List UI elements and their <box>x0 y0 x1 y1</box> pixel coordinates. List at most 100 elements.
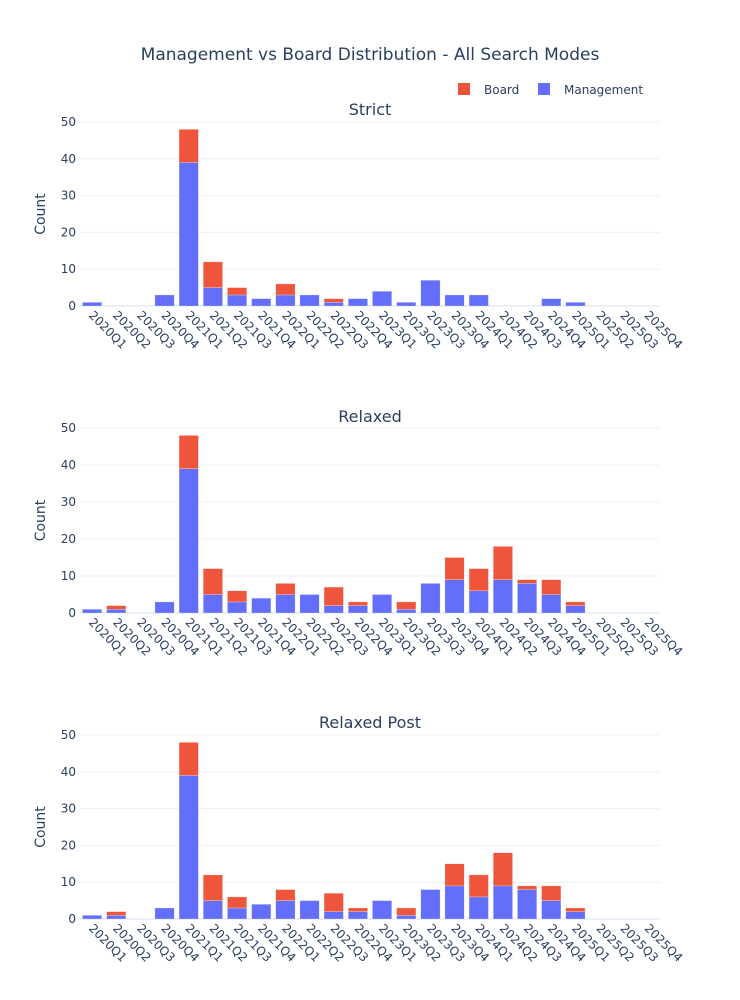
bar-board-2024Q2[interactable] <box>493 852 513 887</box>
bar-management-2021Q2[interactable] <box>203 900 223 920</box>
bar-management-2023Q2[interactable] <box>396 609 417 614</box>
bar-board-2022Q3[interactable] <box>323 298 344 303</box>
bar-board-2023Q2[interactable] <box>396 601 417 610</box>
bar-board-2025Q1[interactable] <box>565 907 586 912</box>
bar-management-2023Q2[interactable] <box>396 915 417 920</box>
y-tick-label: 50 <box>61 421 76 435</box>
bar-board-2021Q1[interactable] <box>178 129 199 163</box>
bar-management-2020Q2[interactable] <box>106 609 127 614</box>
bar-board-2021Q3[interactable] <box>227 287 248 296</box>
bar-management-2022Q2[interactable] <box>299 294 320 307</box>
bar-management-2024Q1[interactable] <box>468 294 489 307</box>
bar-board-2021Q2[interactable] <box>203 874 223 901</box>
bar-board-2024Q4[interactable] <box>541 579 562 595</box>
bar-management-2021Q2[interactable] <box>203 594 223 614</box>
bar-board-2021Q2[interactable] <box>203 261 223 288</box>
bar-management-2022Q1[interactable] <box>275 594 296 614</box>
bar-board-2024Q1[interactable] <box>468 874 489 898</box>
legend-item-management[interactable]: Management <box>538 83 643 97</box>
bar-board-2020Q2[interactable] <box>106 605 127 610</box>
bar-management-2024Q3[interactable] <box>517 583 538 614</box>
y-tick-label: 40 <box>61 458 76 472</box>
bar-management-2023Q3[interactable] <box>420 279 441 307</box>
bar-management-2024Q3[interactable] <box>517 889 538 920</box>
bar-management-2024Q1[interactable] <box>468 590 489 614</box>
bar-management-2023Q3[interactable] <box>420 889 441 920</box>
bar-board-2022Q4[interactable] <box>348 601 368 606</box>
bar-management-2020Q1[interactable] <box>82 915 102 920</box>
legend[interactable]: Board Management <box>458 83 643 97</box>
bar-management-2022Q2[interactable] <box>299 594 320 614</box>
y-axis-title: Count <box>33 193 49 235</box>
bar-management-2022Q3[interactable] <box>323 605 344 614</box>
bar-board-2022Q3[interactable] <box>323 586 344 606</box>
bar-board-2021Q1[interactable] <box>178 742 199 776</box>
bar-management-2024Q4[interactable] <box>541 900 562 920</box>
bar-management-2020Q2[interactable] <box>106 915 127 920</box>
bar-board-2024Q1[interactable] <box>468 568 489 592</box>
bar-management-2022Q3[interactable] <box>323 302 344 307</box>
bar-board-2025Q1[interactable] <box>565 601 586 606</box>
bar-management-2021Q4[interactable] <box>251 904 272 920</box>
bar-management-2022Q1[interactable] <box>275 900 296 920</box>
bar-management-2021Q1[interactable] <box>178 775 199 920</box>
bar-board-2023Q2[interactable] <box>396 907 417 916</box>
bar-management-2024Q4[interactable] <box>541 594 562 614</box>
bar-management-2021Q3[interactable] <box>227 294 248 307</box>
bar-board-2023Q4[interactable] <box>444 557 465 580</box>
y-tick-label: 0 <box>68 912 76 926</box>
bar-management-2021Q3[interactable] <box>227 907 248 920</box>
bar-management-2025Q1[interactable] <box>565 605 586 614</box>
bar-management-2022Q3[interactable] <box>323 911 344 920</box>
bar-board-2022Q1[interactable] <box>275 283 296 296</box>
bar-management-2020Q4[interactable] <box>154 601 175 614</box>
bar-management-2020Q1[interactable] <box>82 609 102 614</box>
bar-board-2023Q4[interactable] <box>444 863 465 887</box>
legend-item-board[interactable]: Board <box>458 83 519 97</box>
y-tick-label: 10 <box>61 569 76 583</box>
bar-management-2020Q4[interactable] <box>154 294 175 307</box>
bar-management-2023Q1[interactable] <box>372 291 392 307</box>
bar-management-2024Q2[interactable] <box>493 885 513 920</box>
bar-management-2023Q4[interactable] <box>444 885 465 920</box>
bar-management-2024Q2[interactable] <box>493 579 513 614</box>
bar-management-2023Q3[interactable] <box>420 583 441 614</box>
bar-management-2021Q4[interactable] <box>251 597 272 614</box>
y-tick-label: 20 <box>61 532 76 546</box>
bar-management-2020Q4[interactable] <box>154 907 175 920</box>
bar-management-2023Q1[interactable] <box>372 594 392 614</box>
bar-board-2021Q2[interactable] <box>203 568 223 595</box>
bar-management-2021Q1[interactable] <box>178 162 199 307</box>
bar-management-2022Q1[interactable] <box>275 294 296 307</box>
bar-management-2023Q1[interactable] <box>372 900 392 920</box>
bar-management-2021Q4[interactable] <box>251 298 272 307</box>
bar-management-2023Q4[interactable] <box>444 579 465 614</box>
bar-board-2024Q3[interactable] <box>517 579 538 584</box>
bar-board-2022Q4[interactable] <box>348 907 368 912</box>
bar-management-2022Q4[interactable] <box>348 911 368 920</box>
bar-board-2022Q1[interactable] <box>275 889 296 901</box>
bar-management-2020Q1[interactable] <box>82 302 102 307</box>
bar-board-2021Q3[interactable] <box>227 896 248 909</box>
bar-board-2024Q2[interactable] <box>493 546 513 580</box>
bar-management-2022Q4[interactable] <box>348 605 368 614</box>
bar-board-2022Q1[interactable] <box>275 583 296 595</box>
bar-management-2024Q4[interactable] <box>541 298 562 307</box>
bar-management-2024Q1[interactable] <box>468 896 489 920</box>
bar-management-2025Q1[interactable] <box>565 911 586 920</box>
bar-management-2022Q4[interactable] <box>348 298 368 307</box>
bar-management-2025Q1[interactable] <box>565 302 586 307</box>
bar-management-2021Q3[interactable] <box>227 601 248 614</box>
bar-board-2024Q3[interactable] <box>517 885 538 890</box>
bar-management-2023Q2[interactable] <box>396 302 417 307</box>
subplot-title: Strict <box>349 100 392 119</box>
bar-board-2021Q3[interactable] <box>227 590 248 603</box>
bar-board-2021Q1[interactable] <box>178 435 199 469</box>
bar-board-2022Q3[interactable] <box>323 892 344 912</box>
bar-management-2021Q2[interactable] <box>203 287 223 307</box>
bar-management-2021Q1[interactable] <box>178 468 199 614</box>
bar-management-2023Q4[interactable] <box>444 294 465 307</box>
bar-board-2020Q2[interactable] <box>106 911 127 916</box>
bar-management-2022Q2[interactable] <box>299 900 320 920</box>
bar-board-2024Q4[interactable] <box>541 885 562 901</box>
